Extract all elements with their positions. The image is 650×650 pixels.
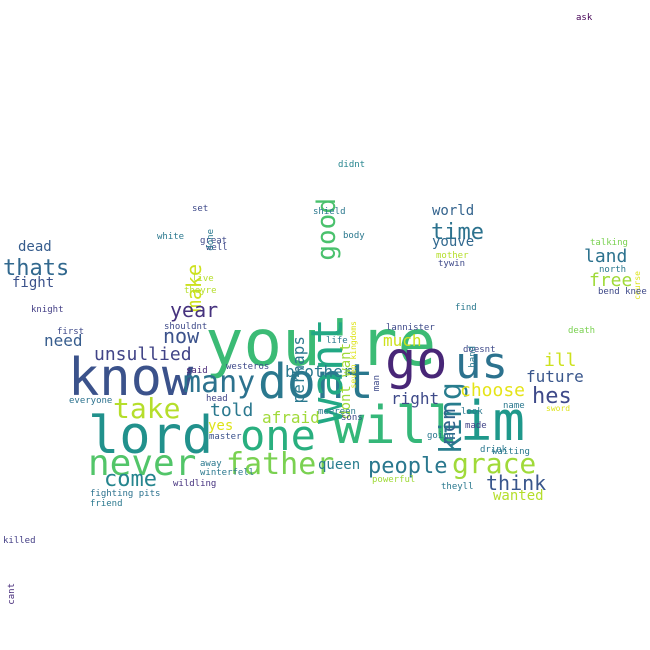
word: live <box>192 274 214 284</box>
word: father <box>226 447 335 482</box>
word: body <box>343 231 365 241</box>
word: lord <box>88 406 214 466</box>
word: waiting <box>492 447 530 457</box>
word: killed <box>3 536 36 546</box>
word: life <box>326 336 348 346</box>
word: talking <box>590 238 628 248</box>
word: come <box>104 467 157 492</box>
word: dont <box>258 354 374 410</box>
word: powerful <box>372 475 416 485</box>
word: set <box>192 204 209 214</box>
word: will <box>333 396 459 456</box>
word: perhaps <box>289 336 308 404</box>
word: afraid <box>262 408 320 427</box>
word: seven kingdoms <box>349 321 358 389</box>
word: im <box>460 390 526 453</box>
word: away <box>200 459 222 469</box>
word: find <box>455 303 477 313</box>
word: people <box>368 454 448 479</box>
word: ill <box>544 350 577 371</box>
word: death <box>568 326 596 336</box>
word: man <box>372 375 382 392</box>
word: made <box>465 421 487 431</box>
word: theyll <box>441 482 474 492</box>
word: look <box>461 407 483 417</box>
word: youve <box>432 234 475 250</box>
word: queen <box>318 457 361 473</box>
word: tywin <box>438 259 466 269</box>
word: right <box>391 389 440 408</box>
word: shouldnt <box>164 322 208 332</box>
word: unsullied <box>94 344 192 365</box>
word: year <box>170 298 219 322</box>
word: know <box>68 348 194 408</box>
word: cant <box>7 583 17 605</box>
word: head <box>206 394 228 404</box>
word: fight <box>12 275 55 291</box>
word: many <box>183 365 256 400</box>
word: think <box>486 471 547 495</box>
word: didnt <box>338 160 366 170</box>
word: now <box>163 324 200 348</box>
word: mother <box>436 251 469 261</box>
word: white <box>157 232 185 242</box>
word: shield <box>313 207 346 217</box>
word: take <box>113 392 181 425</box>
word: winterfell <box>200 468 255 478</box>
word: westeros <box>226 362 270 372</box>
word: done <box>206 229 216 251</box>
word: drink <box>480 445 508 455</box>
word: hand <box>468 346 478 368</box>
word: brother <box>285 362 353 381</box>
word: said <box>186 366 208 376</box>
word: theyre <box>184 286 217 296</box>
word: future <box>526 367 584 386</box>
word: time <box>431 220 484 245</box>
word: go <box>385 331 448 391</box>
word: everyone <box>69 396 113 406</box>
word: one <box>240 411 316 460</box>
word: you're <box>205 307 437 381</box>
word: knight <box>31 305 64 315</box>
word: free <box>589 270 633 291</box>
word: sons <box>341 413 363 423</box>
word: land <box>584 246 628 267</box>
word: master <box>209 432 242 442</box>
word: thats <box>3 256 70 281</box>
word: wanted <box>493 488 544 504</box>
word: well <box>206 243 228 253</box>
word: hes <box>532 384 572 409</box>
word: sword <box>546 404 571 413</box>
word: grace <box>452 447 537 480</box>
word: wildling <box>173 479 217 489</box>
word: never <box>88 443 197 484</box>
word: bend knee <box>598 287 647 297</box>
word: world <box>432 203 475 219</box>
word: us <box>455 338 508 389</box>
word: yes <box>208 418 234 434</box>
word: meereen <box>318 407 356 417</box>
word: need <box>44 331 83 350</box>
word: north <box>599 265 627 275</box>
word: friend <box>90 499 123 509</box>
word: fighting pits <box>90 489 161 499</box>
word: dead <box>18 239 52 255</box>
word: doesnt <box>463 345 496 355</box>
word: told <box>210 400 254 421</box>
word: going <box>427 431 455 441</box>
word: first <box>57 327 85 337</box>
word: great <box>200 236 228 246</box>
word: much <box>383 331 422 350</box>
word: ask <box>576 13 593 23</box>
word: choose <box>460 380 526 401</box>
word: lannister <box>386 323 435 333</box>
word: name <box>503 401 525 411</box>
